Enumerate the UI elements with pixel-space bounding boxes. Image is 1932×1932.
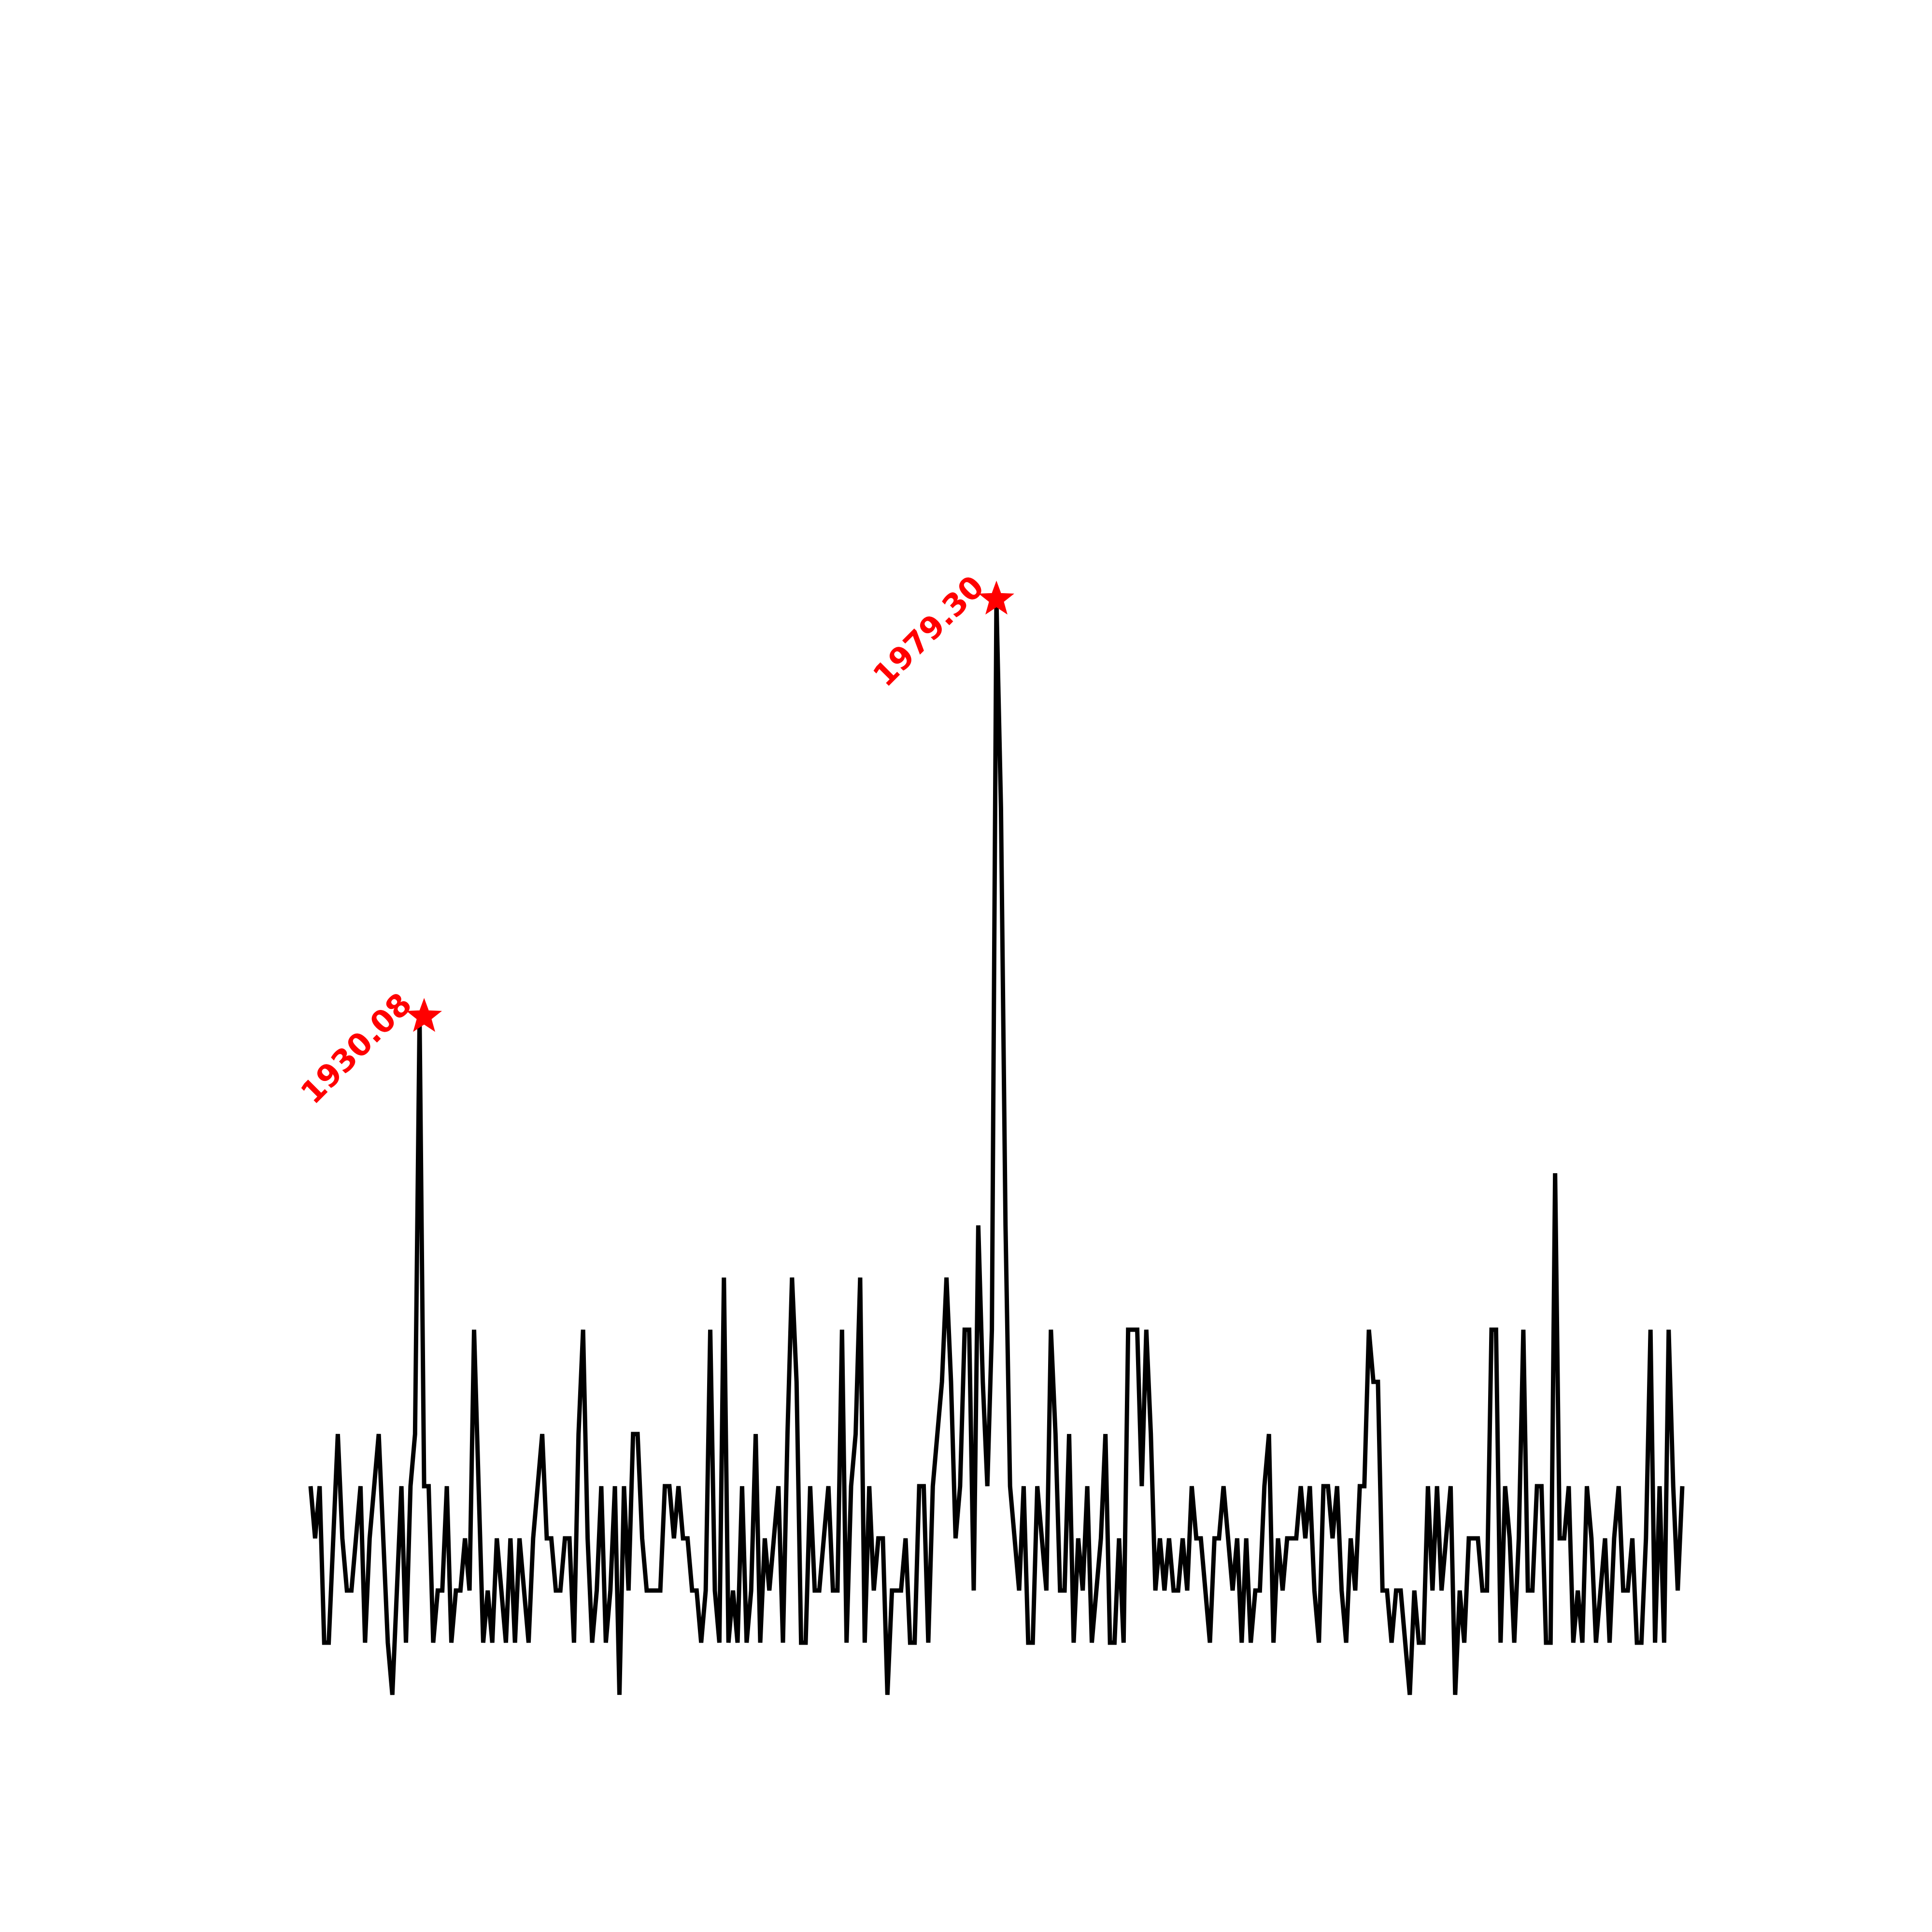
peak-marker-star-icon [979, 581, 1014, 615]
series-line [308, 599, 1685, 1695]
peak-label: 1979.30 [867, 569, 991, 694]
peak-marker-star-icon [406, 998, 442, 1032]
peak-label: 1930.08 [294, 986, 419, 1111]
series-layer [308, 599, 1685, 1695]
annotation-layer: 1930.08 1979.30 [294, 569, 1014, 1111]
